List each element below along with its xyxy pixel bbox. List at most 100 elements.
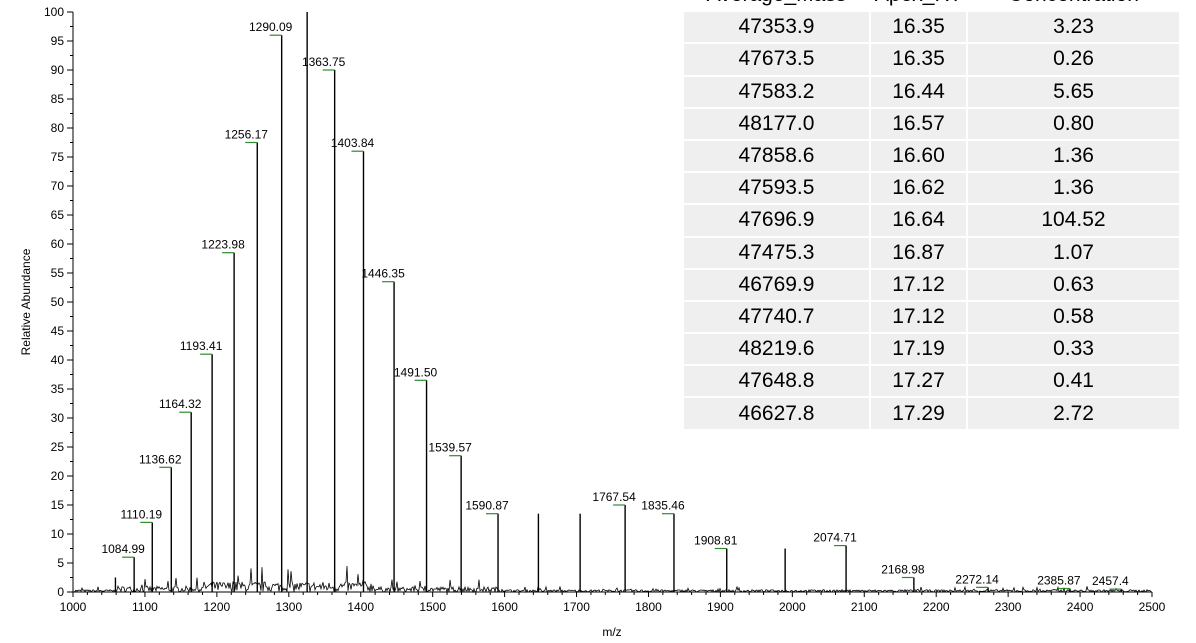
cell-concentration: 1.36 (967, 139, 1181, 174)
x-tick-label: 1700 (563, 600, 590, 614)
cell-average-mass: 47648.8 (684, 365, 871, 399)
cell-apex-rt: 16.44 (870, 75, 968, 109)
cell-apex-rt: 16.57 (870, 107, 968, 141)
table-row: 47583.2 16.44 5.65 (684, 75, 1181, 109)
deconvolution-results-table: Average_Mass Apex_RT Concentration 47353… (684, 0, 1181, 431)
peak-label: 1403.84 (331, 136, 375, 150)
y-tick-label: 100 (44, 5, 64, 19)
cell-concentration: 104.52 (967, 204, 1181, 238)
x-tick-label: 2500 (1139, 600, 1166, 614)
peak-label: 1164.32 (159, 397, 202, 411)
table-header-row: Average_Mass Apex_RT Concentration (684, 0, 1181, 13)
peak-label: 1223.98 (201, 238, 245, 252)
peak-label: 1193.41 (180, 339, 223, 353)
y-tick-label: 65 (51, 208, 65, 222)
cell-average-mass: 48219.6 (684, 333, 871, 367)
cell-apex-rt: 17.27 (870, 365, 968, 399)
table-row: 47740.7 17.12 0.58 (684, 300, 1181, 335)
x-axis-label: m/z (602, 625, 621, 639)
x-tick-label: 1400 (347, 600, 374, 614)
y-tick-label: 40 (51, 353, 65, 367)
table-row: 47648.8 17.27 0.41 (684, 365, 1181, 399)
x-tick-label: 2000 (779, 600, 806, 614)
x-tick-label: 1500 (419, 600, 446, 614)
y-tick-label: 75 (51, 150, 65, 164)
cell-average-mass: 47583.2 (684, 75, 871, 109)
cell-average-mass: 47858.6 (684, 139, 871, 174)
peak-label: 1110.19 (120, 507, 162, 521)
peak-label: 1256.17 (225, 128, 269, 142)
cell-concentration: 1.07 (967, 236, 1181, 270)
cell-apex-rt: 16.60 (870, 139, 968, 174)
peak-label: 1590.87 (465, 499, 509, 513)
noise-trace (73, 565, 1152, 594)
cell-concentration: 0.80 (967, 107, 1181, 141)
cell-concentration: 3.23 (967, 11, 1181, 45)
table-row: 47858.6 16.60 1.36 (684, 139, 1181, 174)
spectrum-peaks: 1084.99 1110.19 1136.62 1164.32 1193.41 1223.… (101, 12, 1129, 592)
peak-label: 1835.46 (641, 499, 685, 513)
y-tick-label: 30 (51, 411, 65, 425)
cell-average-mass: 47740.7 (684, 300, 871, 335)
peak-label: 2385.87 (1037, 574, 1081, 588)
cell-average-mass: 47593.5 (684, 172, 871, 206)
cell-average-mass: 47353.9 (684, 11, 871, 45)
table-row: 47593.5 16.62 1.36 (684, 172, 1181, 206)
cell-apex-rt: 17.19 (870, 333, 968, 367)
peak-label: 2168.98 (881, 563, 925, 577)
cell-apex-rt: 17.29 (870, 397, 968, 431)
cell-apex-rt: 16.87 (870, 236, 968, 270)
peak-label: 1908.81 (694, 534, 738, 548)
y-tick-label: 85 (51, 92, 65, 106)
column-header-average-mass: Average_Mass (684, 0, 871, 13)
y-tick-label: 25 (51, 440, 65, 454)
peak-label: 1491.50 (394, 365, 438, 379)
cell-concentration: 0.58 (967, 300, 1181, 335)
x-tick-label: 2200 (923, 600, 950, 614)
y-tick-label: 10 (51, 527, 65, 541)
x-tick-label: 2300 (995, 600, 1022, 614)
x-tick-label: 2100 (851, 600, 878, 614)
peak-label: 1363.75 (302, 55, 346, 69)
spectrum-baseline-noise (73, 565, 1152, 594)
peak-label: 1539.57 (428, 441, 472, 455)
cell-average-mass: 46627.8 (684, 397, 871, 431)
cell-average-mass: 47475.3 (684, 236, 871, 270)
column-header-apex-rt: Apex_RT (870, 0, 968, 13)
table-row: 47353.9 16.35 3.23 (684, 11, 1181, 45)
peak-label: 1290.09 (249, 20, 293, 34)
peak-label: 2272.14 (955, 572, 999, 586)
peak-label: 1136.62 (139, 452, 182, 466)
peak-label: 1084.99 (101, 542, 145, 556)
y-axis-ticks: 0 5 10 15 20 25 30 35 40 45 50 55 60 65 70 75 80 85 90 95 10… (44, 5, 73, 599)
column-header-concentration: Concentration (967, 0, 1181, 13)
table-row: 47673.5 16.35 0.26 (684, 43, 1181, 77)
x-tick-label: 2400 (1067, 600, 1094, 614)
cell-apex-rt: 16.35 (870, 11, 968, 45)
x-tick-label: 1300 (275, 600, 302, 614)
table-row: 47475.3 16.87 1.07 (684, 236, 1181, 270)
x-tick-label: 1000 (60, 600, 87, 614)
cell-apex-rt: 16.35 (870, 43, 968, 77)
cell-concentration: 0.41 (967, 365, 1181, 399)
peak-label: 1767.54 (592, 490, 636, 504)
table-row: 48177.0 16.57 0.80 (684, 107, 1181, 141)
cell-average-mass: 47696.9 (684, 204, 871, 238)
y-tick-label: 80 (51, 121, 65, 135)
y-tick-label: 95 (51, 34, 65, 48)
y-tick-label: 45 (51, 324, 65, 338)
table-body: 47353.9 16.35 3.23 47673.5 16.35 0.26 47583.2 1… (684, 11, 1181, 431)
cell-average-mass: 47673.5 (684, 43, 871, 77)
cell-concentration: 0.33 (967, 333, 1181, 367)
cell-concentration: 5.65 (967, 75, 1181, 109)
peak-label: 2457.4 (1092, 574, 1129, 588)
cell-apex-rt: 17.12 (870, 268, 968, 302)
cell-concentration: 2.72 (967, 397, 1181, 431)
y-tick-label: 55 (51, 266, 65, 280)
peak-label: 1446.35 (361, 267, 405, 281)
table-row: 46627.8 17.29 2.72 (684, 397, 1181, 431)
cell-apex-rt: 16.64 (870, 204, 968, 238)
x-tick-label: 1600 (491, 600, 518, 614)
y-tick-label: 20 (51, 469, 65, 483)
